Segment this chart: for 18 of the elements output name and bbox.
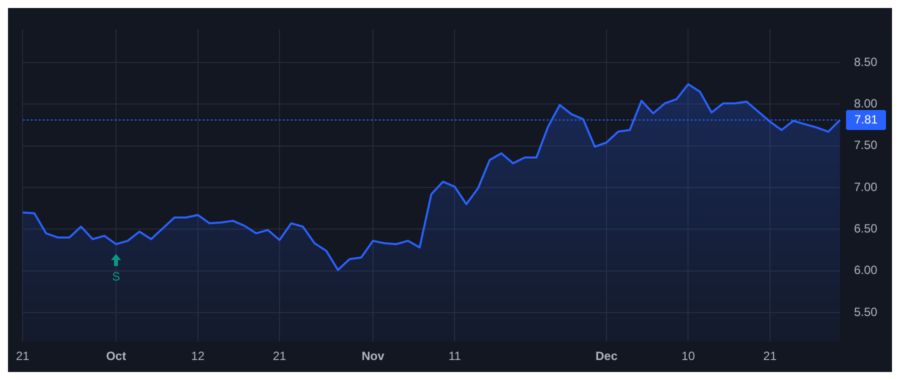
x-tick-label: 10 [682,349,696,364]
y-tick-label: 6.50 [854,221,878,236]
x-tick-label: 21 [272,349,287,364]
x-tick-label: 11 [448,349,462,364]
y-tick-label: 7.00 [854,180,878,194]
y-tick-label: 8.50 [854,54,878,69]
y-tick-label: 8.00 [854,96,878,110]
x-tick-label: 21 [763,349,777,364]
x-tick-label: 21 [16,349,30,364]
annotation: S [112,269,120,284]
y-tick-label: 6.00 [854,263,878,278]
y-tick-label: 5.50 [854,304,878,319]
x-tick-label: Nov [362,349,385,364]
y-tick-label: 7.50 [854,138,878,152]
x-tick-label: Oct [106,349,126,364]
x-tick-label: Dec [595,349,618,364]
ref-line-label: 7.81 [854,112,878,126]
x-tick-label: 12 [191,349,205,364]
